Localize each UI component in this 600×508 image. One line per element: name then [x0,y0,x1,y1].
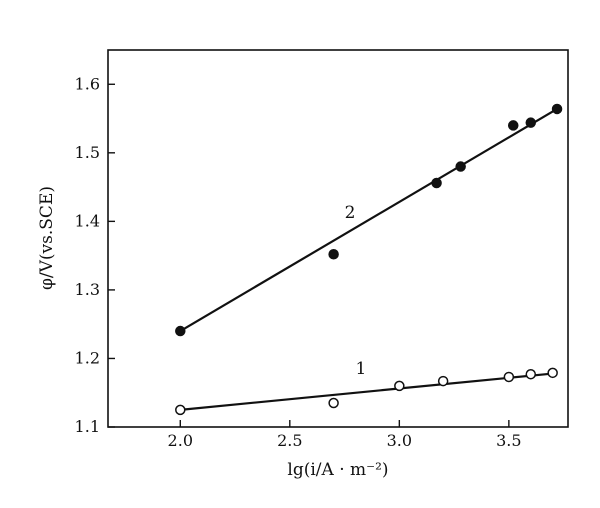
data-point-series-1 [437,375,449,387]
x-tick-label: 2.5 [277,431,302,450]
data-point-series-2 [525,117,537,128]
plot-frame [107,49,569,428]
data-point-series-1 [394,380,405,392]
data-point-series-2 [328,249,339,260]
data-point-series-1 [175,404,186,416]
point-layer [175,103,563,416]
data-point-series-1 [547,367,558,379]
y-tick-label: 1.4 [75,211,100,230]
tick-layer: 2.0 2.5 3.0 3.5 1.1 1.2 1.3 1.4 1.5 1.6 [75,74,522,450]
x-tick-label: 3.0 [387,431,412,450]
y-tick-label: 1.2 [75,348,100,367]
data-point-series-1 [503,371,515,383]
data-point-series-2 [551,103,563,115]
data-point-series-2 [431,177,442,189]
data-point-series-1 [328,397,339,409]
y-tick-label: 1.1 [75,417,100,436]
x-axis-label: lg(i/A · m⁻²) [287,460,388,480]
fit-line-layer [179,108,558,411]
data-point-series-2 [507,120,519,131]
x-tick-label: 2.0 [168,431,193,450]
y-axis-label: φ/V(vs.SCE) [37,186,57,290]
data-point-series-2 [175,325,186,337]
series-label-1: 1 [356,359,367,379]
y-tick-label: 1.6 [75,74,100,93]
x-tick-label: 3.5 [496,431,521,450]
fit-line-series-2 [179,108,558,332]
data-point-series-1 [525,368,537,380]
y-tick-label: 1.5 [75,143,100,162]
y-tick-label: 1.3 [75,280,100,299]
series-label-2: 2 [345,203,356,223]
fit-line-series-1 [180,372,553,411]
data-point-series-2 [455,161,466,172]
